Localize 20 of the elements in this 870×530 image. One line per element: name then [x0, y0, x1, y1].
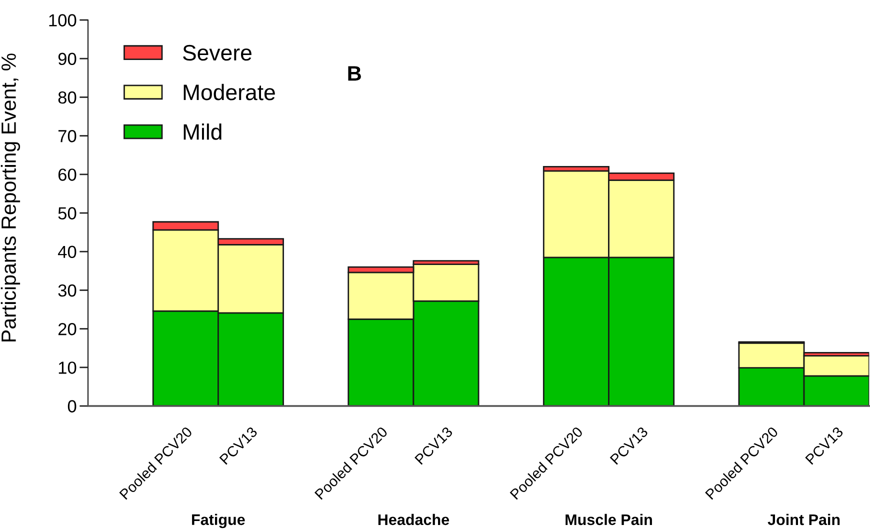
y-tick-label: 40	[58, 246, 76, 258]
y-tick-label: 70	[58, 130, 76, 142]
y-tick-label: 50	[58, 207, 76, 220]
y-axis-title: Participants Reporting Event, %	[0, 54, 20, 342]
text: Muscle Pain	[566, 514, 652, 526]
text: B	[348, 66, 361, 81]
y-tick-label: 20	[58, 322, 76, 336]
legend-label: Severe	[183, 44, 252, 61]
y-tick-label: 0	[68, 400, 76, 412]
text: Fatigue	[192, 514, 245, 528]
y-tick-label: 80	[58, 91, 76, 104]
text: Joint Pain	[768, 514, 840, 526]
y-tick-label: 30	[58, 284, 76, 297]
y-tick-label: 60	[58, 168, 76, 181]
legend-label: Mild	[184, 124, 222, 140]
y-tick-label: 90	[58, 52, 76, 66]
text: Headache	[378, 514, 450, 526]
legend-label: Moderate	[184, 84, 275, 100]
y-tick-label: 10	[58, 362, 76, 374]
y-tick-label: 100	[49, 14, 76, 26]
